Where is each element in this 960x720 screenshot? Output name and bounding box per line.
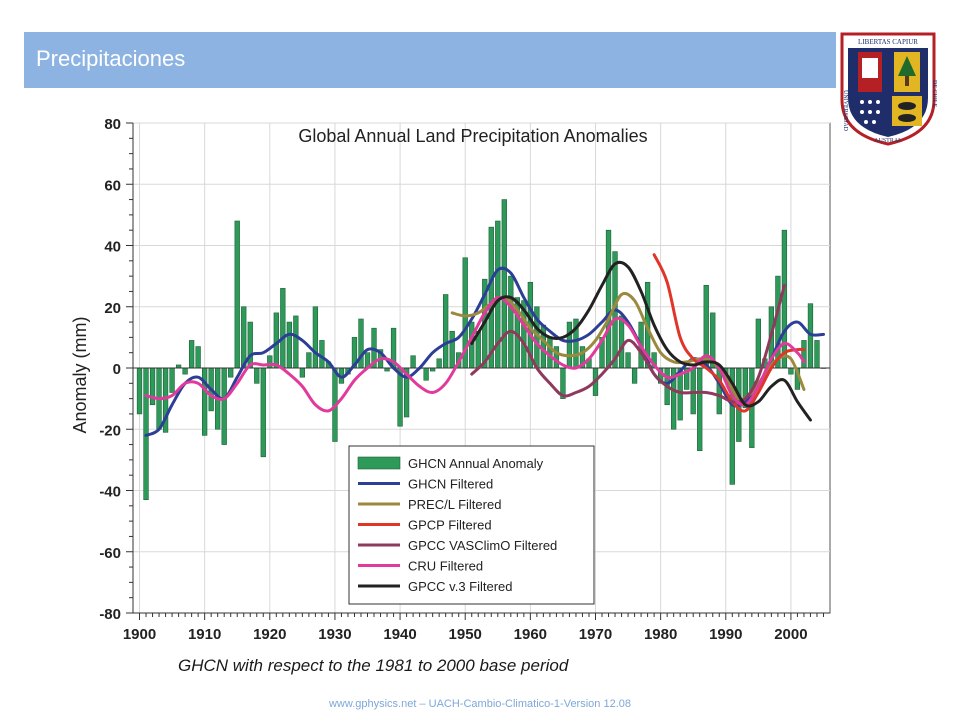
anomaly-bar xyxy=(566,321,573,369)
crest-ring-bottom: AUSTRAL xyxy=(874,138,902,144)
y-axis: 80 60 40 20 0 -20 -40 -60 -80 xyxy=(99,116,134,623)
x-axis: 1900 1910 1920 1930 1940 1950 1960 1970 1980 1990… xyxy=(123,612,830,643)
title-bar: Precipitaciones xyxy=(24,32,836,88)
y-tick-label: -40 xyxy=(99,484,121,501)
anomaly-bar xyxy=(781,229,788,369)
anomaly-bar xyxy=(488,226,494,369)
x-tick-label: 1980 xyxy=(644,626,677,643)
chart-title: Global Annual Land Precipitation Anomali… xyxy=(298,126,647,146)
y-tick-label: 80 xyxy=(104,116,121,133)
anomaly-bar xyxy=(267,355,273,369)
footer-text: www.gphysics.net – UACH-Cambio-Climatico… xyxy=(328,698,631,710)
anomaly-bar xyxy=(605,229,612,369)
x-tick-label: 1960 xyxy=(514,626,547,643)
crest-motto: LIBERTAS CAPIUR xyxy=(858,38,918,46)
y-tick-label: 0 xyxy=(113,361,121,378)
series-line-gpcc-vasclimo-filtered xyxy=(470,283,786,404)
anomaly-bar xyxy=(228,367,234,378)
crest-ring-right: DE CHILE xyxy=(931,80,937,107)
x-tick-label: 1910 xyxy=(188,626,221,643)
x-tick-label: 2000 xyxy=(774,626,807,643)
anomaly-bar xyxy=(234,220,240,369)
anomaly-bar xyxy=(286,321,292,369)
x-tick-label: 1970 xyxy=(579,626,612,643)
anomaly-bar xyxy=(306,352,312,369)
anomaly-bar xyxy=(319,340,325,369)
anomaly-bar xyxy=(410,355,416,369)
legend-label: GPCP Filtered xyxy=(408,518,492,533)
anomaly-bar xyxy=(312,306,319,369)
anomaly-bar xyxy=(195,346,201,369)
series-line-gpcc-v-3-filtered xyxy=(470,260,812,422)
y-tick-label: 40 xyxy=(104,239,121,256)
anomaly-bar xyxy=(801,340,807,369)
x-tick-label: 1940 xyxy=(383,626,416,643)
anomaly-bar xyxy=(221,367,227,445)
filtered-series xyxy=(144,253,825,437)
anomaly-bar xyxy=(169,367,175,393)
anomaly-bar xyxy=(188,340,195,369)
y-tick-label: -20 xyxy=(99,422,121,439)
legend-label: GHCN Filtered xyxy=(408,477,493,492)
legend-label: GPCC VASClimO Filtered xyxy=(408,538,557,553)
slide-title: Precipitaciones xyxy=(36,46,186,71)
anomaly-bar xyxy=(469,321,475,369)
anomaly-bar xyxy=(690,367,696,415)
anomaly-bar xyxy=(436,358,442,369)
anomaly-bar xyxy=(631,367,638,384)
x-tick-label: 1930 xyxy=(318,626,351,643)
y-tick-label: -60 xyxy=(99,545,121,562)
crest-ring-left: UNIVERSIDAD xyxy=(842,90,848,132)
anomaly-bar xyxy=(755,318,761,369)
anomaly-bar xyxy=(182,367,188,375)
anomaly-bar xyxy=(508,275,514,369)
anomaly-bar xyxy=(241,306,247,369)
y-tick-label: 60 xyxy=(104,177,121,194)
legend-label: CRU Filtered xyxy=(408,559,483,574)
university-crest-logo: LIBERTAS CAPIUR UNIVERSIDAD AUSTRAL DE C… xyxy=(840,32,937,146)
legend-label: PREC/L Filtered xyxy=(408,497,501,512)
anomaly-bar xyxy=(136,367,143,415)
anomaly-bar xyxy=(625,352,631,369)
anomaly-bar xyxy=(202,367,208,436)
anomaly-bar xyxy=(254,367,260,384)
x-tick-label: 1950 xyxy=(449,626,482,643)
anomaly-bar xyxy=(299,367,306,378)
anomaly-bar xyxy=(443,294,449,369)
anomaly-bar xyxy=(247,321,253,369)
anomaly-bar xyxy=(449,330,455,369)
legend-label: GPCC v.3 Filtered xyxy=(408,579,513,594)
anomaly-bar xyxy=(501,199,507,369)
anomaly-bar xyxy=(716,367,722,415)
anomaly-bar xyxy=(814,340,820,369)
x-tick-label: 1990 xyxy=(709,626,742,643)
legend: GHCN Annual Anomaly GHCN Filtered PREC/L F… xyxy=(348,445,595,605)
anomaly-bar xyxy=(293,315,299,369)
anomaly-bar xyxy=(260,367,266,458)
anomaly-bar xyxy=(423,367,429,381)
x-tick-label: 1900 xyxy=(123,626,156,643)
anomaly-bar xyxy=(618,315,625,369)
x-tick-label: 1920 xyxy=(253,626,286,643)
legend-swatch-bar xyxy=(357,456,401,470)
legend-label: GHCN Annual Anomaly xyxy=(408,456,544,471)
y-tick-label: 20 xyxy=(104,300,121,317)
anomaly-bar xyxy=(788,367,794,375)
series-line-cru-filtered xyxy=(144,295,806,413)
y-axis-label: Anomaly (mm) xyxy=(70,316,90,433)
anomaly-bar xyxy=(697,367,703,451)
y-tick-label: -80 xyxy=(99,606,121,623)
anomaly-bar xyxy=(280,288,286,369)
chart-caption: GHCN with respect to the 1981 to 2000 ba… xyxy=(178,656,569,675)
